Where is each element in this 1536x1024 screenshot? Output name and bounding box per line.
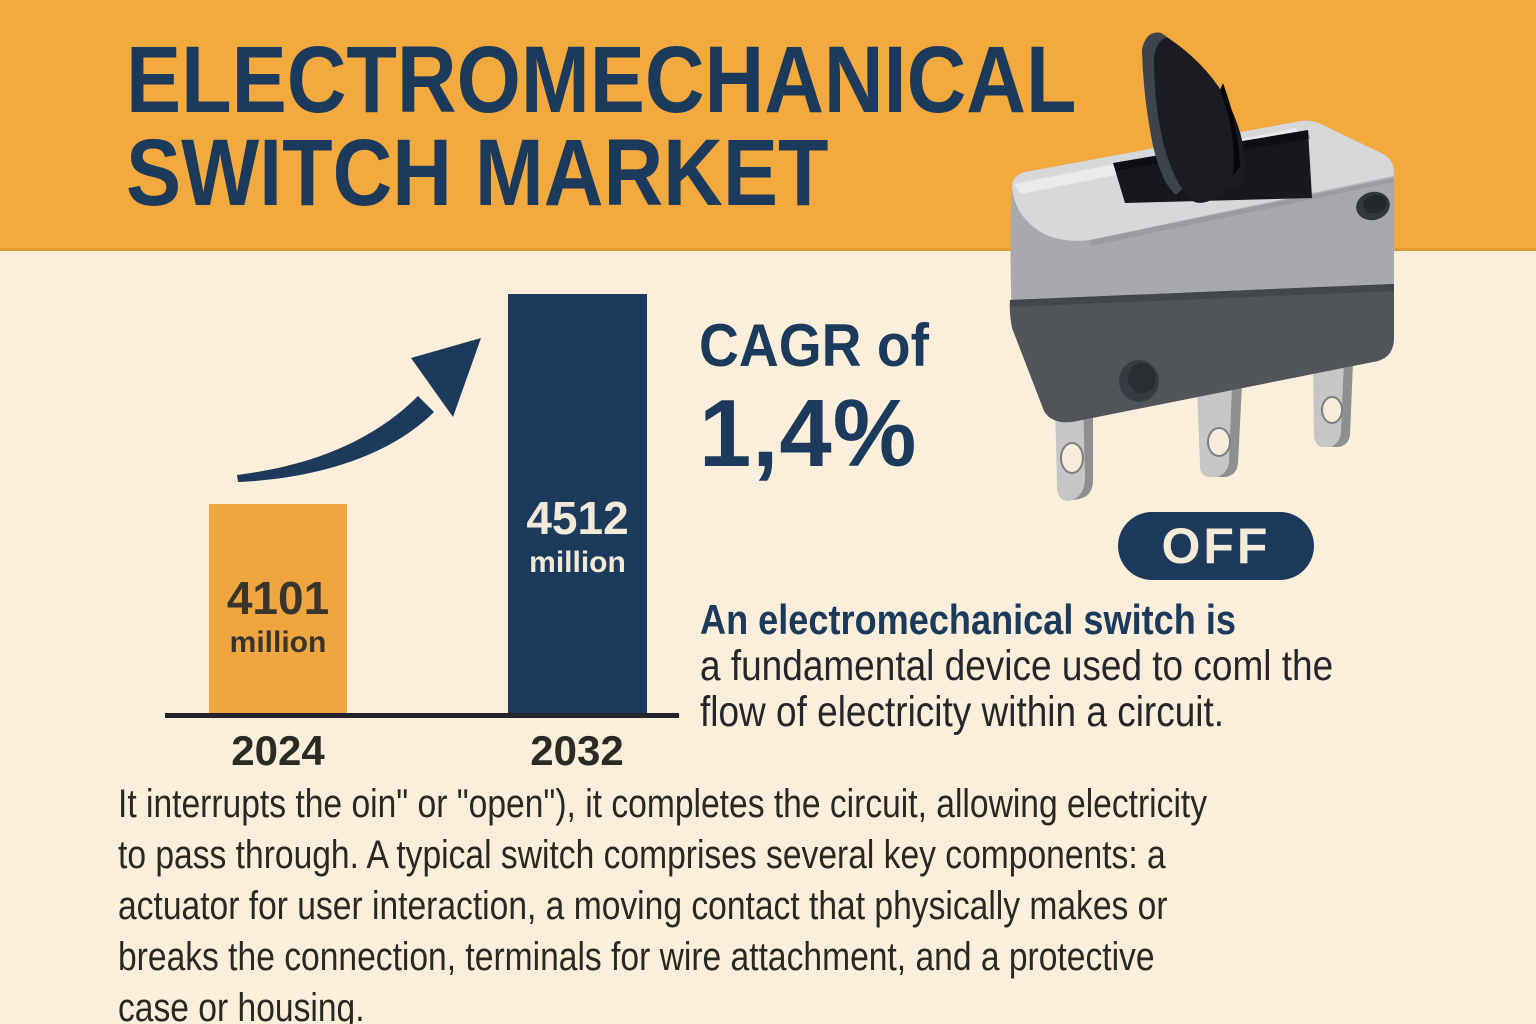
bar-2024: 4101 million [209, 504, 347, 714]
off-toggle-badge[interactable]: OFF [1118, 512, 1314, 580]
title-line-2: SWITCH MARKET [126, 120, 829, 226]
chart-baseline [165, 713, 679, 718]
paragraph-line: case or housing. [118, 986, 365, 1024]
cagr-value: 1,4% [699, 380, 918, 487]
title-line-1: ELECTROMECHANICAL [126, 27, 1077, 133]
bar-2032-value: 4512 [526, 492, 629, 544]
cagr-label: CAGR of [699, 312, 929, 379]
cagr-callout: CAGR of 1,4% [699, 314, 949, 484]
bar-2024-value: 4101 [226, 572, 330, 624]
paragraph-line: breaks the connection, terminals for wir… [118, 935, 1155, 979]
switch-screw-holes [1119, 191, 1390, 402]
description-block: An electromechanical switch is a fundame… [700, 596, 1354, 736]
paragraph-line: It interrupts the oin" or "open"), it co… [118, 782, 1208, 826]
switch-lever [1142, 32, 1246, 203]
page-title: ELECTROMECHANICAL SWITCH MARKET [126, 27, 1077, 226]
bar-2032-unit: million [529, 546, 626, 579]
toggle-switch-illustration [1009, 32, 1394, 501]
bar-2032: 4512 million [508, 294, 647, 714]
description-line: flow of electricity within a circuit. [700, 688, 1225, 736]
bar-2024-label: 4101 million [209, 574, 347, 664]
bar-2032-label: 4512 million [508, 494, 647, 584]
description-lead: An electromechanical switch is [700, 596, 1236, 643]
paragraph-line: actuator for user interaction, a moving … [118, 884, 1168, 928]
bar-2024-unit: million [229, 626, 327, 659]
paragraph-line: to pass through. A typical switch compri… [118, 833, 1166, 877]
description-line: a fundamental device used to coml the [700, 642, 1334, 690]
axis-tick-2032: 2032 [530, 727, 624, 774]
switch-terminals [1055, 361, 1353, 501]
axis-tick-2024: 2024 [231, 727, 325, 774]
growth-arrow-icon [237, 338, 481, 482]
body-paragraph: It interrupts the oin" or "open"), it co… [118, 779, 1462, 1024]
